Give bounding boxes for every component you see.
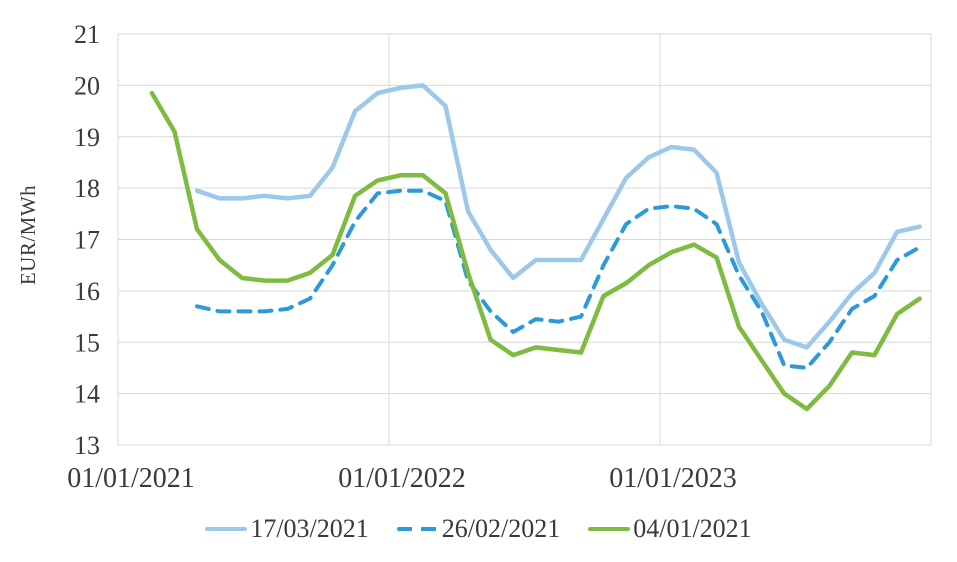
series-line-26-02-2021 bbox=[195, 188, 922, 370]
y-tick-label-20: 20 bbox=[74, 71, 100, 100]
legend-swatch-dashed-blue bbox=[396, 526, 439, 532]
series-line-17-03-2021 bbox=[194, 83, 922, 350]
plot-area: 13 14 15 16 17 18 19 20 21 01/01/2021 01/01/2022 01… bbox=[67, 20, 932, 494]
legend-item-series-1: 26/02/2021 bbox=[396, 514, 561, 544]
y-tick-label-17: 17 bbox=[74, 226, 100, 255]
plot-border bbox=[117, 33, 932, 446]
y-tick-label-16: 16 bbox=[74, 277, 100, 306]
y-tick-label-21: 21 bbox=[74, 20, 100, 49]
legend-item-series-2: 04/01/2021 bbox=[588, 514, 752, 544]
x-tick-label-01/01/2021: 01/01/2021 bbox=[67, 463, 195, 494]
legend-item-series-0: 17/03/2021 bbox=[205, 514, 369, 544]
y-axis-title: EUR/MWh bbox=[16, 184, 40, 286]
legend-label: 04/01/2021 bbox=[633, 514, 752, 543]
series-line-04-01-2021 bbox=[149, 90, 922, 412]
legend-label: 17/03/2021 bbox=[250, 514, 369, 543]
y-tick-label-15: 15 bbox=[74, 328, 100, 357]
x-tick-label-01/01/2022: 01/01/2022 bbox=[338, 463, 466, 494]
y-tick-label-18: 18 bbox=[74, 174, 100, 203]
y-tick-label-19: 19 bbox=[74, 123, 100, 152]
y-tick-label-14: 14 bbox=[74, 380, 100, 409]
y-tick-label-13: 13 bbox=[74, 431, 100, 460]
legend-label: 26/02/2021 bbox=[441, 514, 561, 543]
x-tick-label-01/01/2023: 01/01/2023 bbox=[609, 463, 737, 494]
chart-legend: 17/03/2021 26/02/2021 04/01/2021 bbox=[0, 514, 957, 544]
legend-swatch-solid-lightblue bbox=[205, 526, 248, 532]
legend-swatch-solid-green bbox=[588, 526, 631, 532]
